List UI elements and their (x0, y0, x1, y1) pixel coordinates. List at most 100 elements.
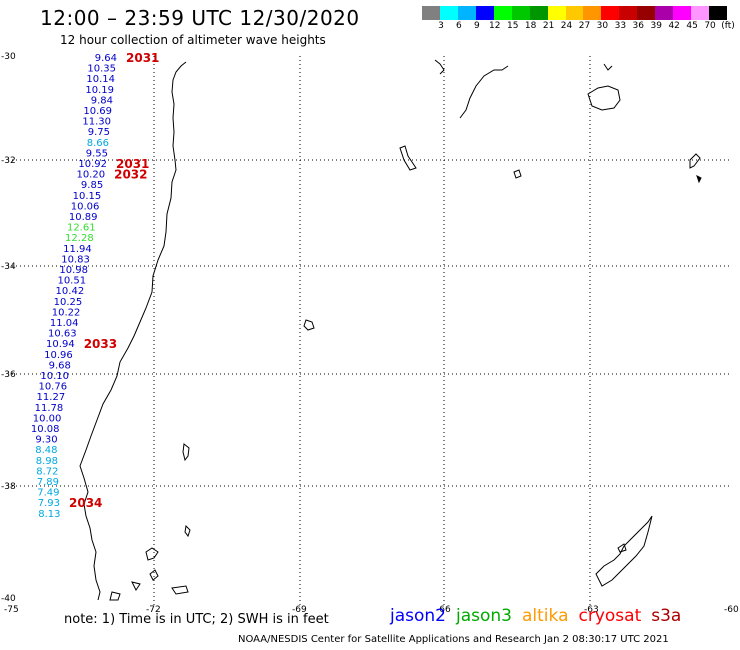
wave-height-value: 10.08 (31, 424, 60, 435)
wave-height-value: 10.98 (59, 265, 88, 276)
colorbar-label: 45 (686, 21, 698, 31)
wave-height-value: 9.68 (49, 360, 71, 371)
lat-label: -30 (1, 52, 16, 62)
lon-label: -63 (584, 605, 599, 615)
wave-height-value: 7.93 (38, 498, 60, 509)
colorbar-swatch (475, 6, 494, 20)
colorbar-swatch (601, 6, 620, 20)
colorbar-swatch (547, 6, 566, 20)
colorbar-swatch (637, 6, 656, 20)
wave-height-value: 9.75 (88, 127, 110, 138)
wave-height-value: 10.42 (56, 286, 85, 297)
colorbar-label: 6 (456, 21, 462, 31)
satellite-legend: jason2 jason3 altika cryosat s3a (390, 606, 691, 626)
wave-height-value: 9.84 (91, 95, 113, 106)
lon-label: -75 (4, 605, 19, 615)
legend-s3a: s3a (651, 606, 682, 626)
time-label: 2033 (84, 337, 117, 351)
wave-height-value: 10.19 (85, 85, 114, 96)
wave-height-value: 8.98 (36, 456, 58, 467)
wave-height-value: 10.63 (48, 329, 77, 340)
wave-height-value: 10.00 (33, 413, 62, 424)
colorbar-swatch (583, 6, 602, 20)
colorbar-swatch (565, 6, 584, 20)
wave-height-value: 10.25 (54, 297, 83, 308)
colorbar-label: 21 (542, 21, 555, 31)
colorbar-swatch (673, 6, 692, 20)
lon-label: -60 (724, 605, 739, 615)
lat-label: -40 (1, 594, 16, 604)
wave-height-value: 9.64 (95, 53, 117, 64)
lat-label: -36 (1, 370, 16, 380)
wave-height-value: 12.61 (67, 223, 96, 234)
colorbar-swatch (511, 6, 530, 20)
colorbar-label: (ft) (721, 21, 735, 31)
time-label: 2034 (69, 496, 102, 510)
wave-height-value: 12.28 (65, 233, 94, 244)
altimeter-track: 9.6410.3510.1410.199.8410.6911.309.758.6… (31, 53, 117, 520)
lon-label: -72 (146, 605, 161, 615)
colorbar-label: 70 (704, 21, 716, 31)
legend-cryosat: cryosat (578, 606, 642, 626)
lon-label: -69 (292, 605, 307, 615)
wave-height-value: 10.69 (83, 106, 112, 117)
wave-height-value: 10.83 (61, 254, 90, 265)
wave-height-value: 9.85 (81, 180, 103, 191)
map-grid (8, 56, 732, 606)
wave-height-value: 9.30 (35, 435, 57, 446)
wave-height-value: 8.13 (38, 509, 60, 520)
wave-height-value: 10.76 (38, 382, 67, 393)
colorbar-label: 36 (632, 21, 645, 31)
wave-height-value: 10.10 (40, 371, 69, 382)
wave-height-value: 10.94 (46, 339, 75, 350)
wave-height-value: 7.49 (37, 488, 59, 499)
colorbar-label: 39 (650, 21, 662, 31)
credit-line: NOAA/NESDIS Center for Satellite Applica… (238, 634, 669, 645)
wave-height-value: 10.89 (69, 212, 98, 223)
lat-label: -38 (1, 482, 16, 492)
wave-height-value: 11.94 (63, 244, 92, 255)
time-label: 2031 (116, 157, 149, 171)
colorbar-label: 18 (524, 21, 537, 31)
wave-height-value: 8.66 (87, 138, 109, 149)
wave-height-value: 11.30 (82, 117, 111, 128)
wave-height-value: 11.78 (35, 403, 64, 414)
colorbar-label: 9 (473, 21, 480, 31)
colorbar-label: 24 (560, 21, 573, 31)
colorbar-label: 15 (506, 21, 519, 31)
colorbar-swatch (493, 6, 512, 20)
wave-height-colorbar (422, 6, 727, 20)
lon-label: -66 (436, 605, 451, 615)
coastline-outline-icon (79, 59, 702, 601)
map-subtitle: 12 hour collection of altimeter wave hei… (60, 33, 326, 47)
wave-height-value: 10.06 (71, 201, 100, 212)
wave-height-value: 10.20 (76, 170, 105, 181)
time-label: 2032 (114, 168, 147, 182)
wave-height-value: 10.35 (87, 64, 116, 75)
legend-altika: altika (522, 606, 569, 626)
colorbar-label: 33 (614, 21, 627, 31)
wave-height-value: 10.14 (86, 74, 115, 85)
wave-height-value: 8.72 (36, 466, 58, 477)
wave-height-value: 10.15 (73, 191, 102, 202)
colorbar-swatch (457, 6, 476, 20)
time-label: 2031 (126, 51, 159, 65)
colorbar-label: 42 (668, 21, 680, 31)
wave-height-value: 11.27 (37, 392, 66, 403)
latitude-labels: -30 -32 -34 -36 -38 -40 (1, 52, 16, 604)
colorbar-swatch (422, 6, 440, 20)
colorbar-label: 12 (489, 21, 501, 31)
colorbar-swatch (691, 6, 709, 20)
colorbar-swatch (655, 6, 674, 20)
lat-label: -32 (1, 156, 16, 166)
wave-height-value: 8.48 (35, 445, 57, 456)
wave-height-value: 9.55 (86, 148, 108, 159)
wave-height-value: 10.51 (57, 276, 86, 287)
colorbar-label: 30 (596, 21, 609, 31)
colorbar-labels: 3 6 9 12 15 18 21 24 27 30 33 36 39 42 45 70 (ft) (422, 21, 740, 33)
wave-height-value: 10.96 (44, 350, 73, 361)
colorbar-swatch (529, 6, 548, 20)
colorbar-label: 27 (578, 21, 591, 31)
